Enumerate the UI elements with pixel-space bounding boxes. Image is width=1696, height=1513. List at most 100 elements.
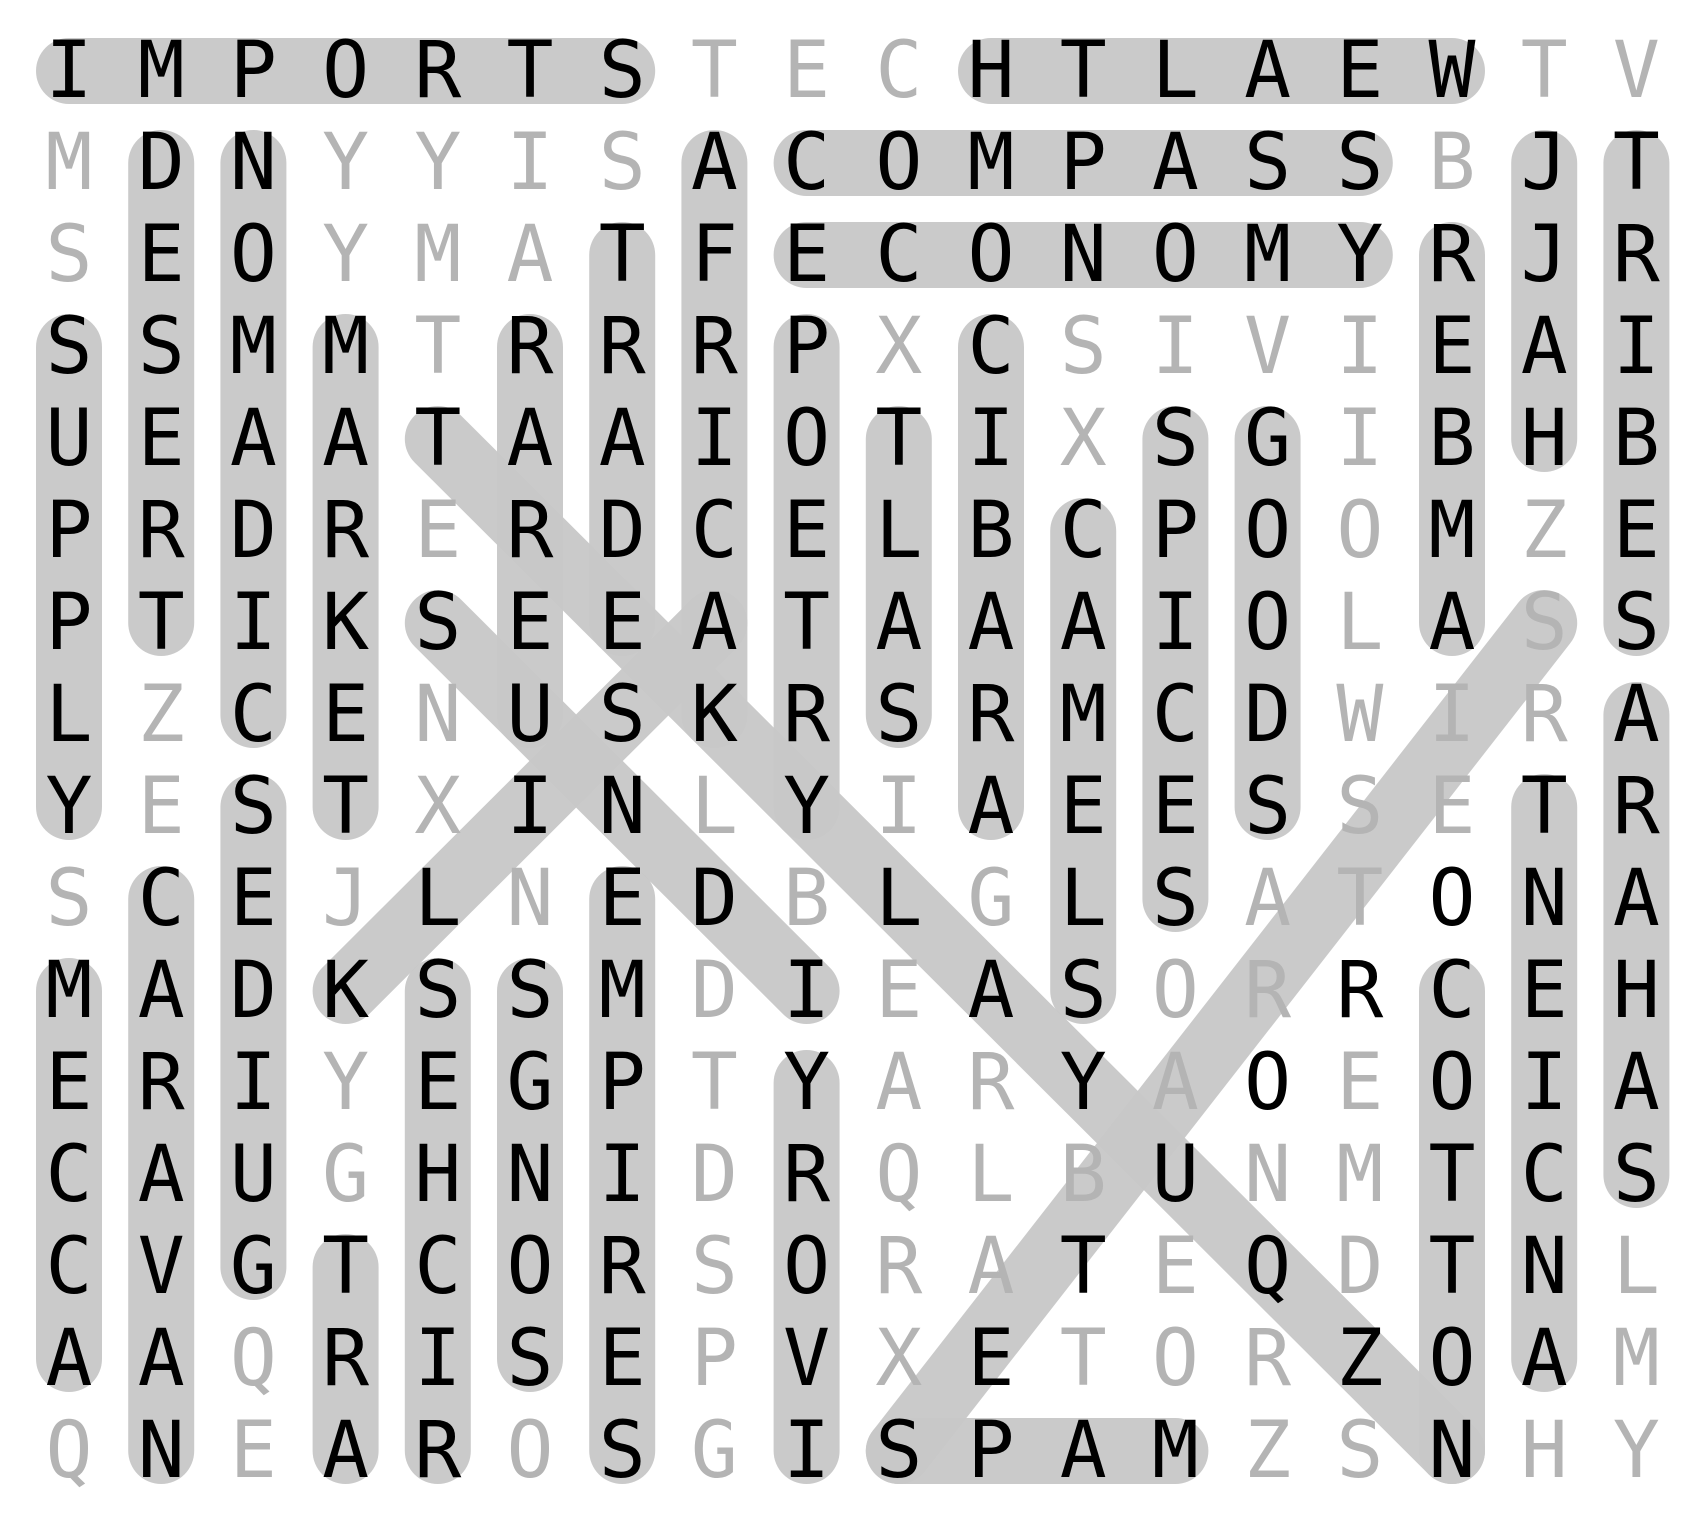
grid-letter-r7-c0[interactable]: L — [46, 670, 93, 760]
grid-letter-r5-c7[interactable]: C — [691, 486, 738, 576]
grid-letter-r12-c1[interactable]: A — [138, 1130, 185, 1220]
grid-letter-r7-c2[interactable]: C — [230, 670, 277, 760]
grid-letter-r3-c9[interactable]: X — [875, 302, 922, 392]
grid-letter-r12-c3[interactable]: G — [322, 1130, 369, 1220]
grid-letter-r10-c7[interactable]: D — [691, 946, 738, 1036]
grid-letter-r0-c0[interactable]: I — [46, 26, 93, 116]
grid-letter-r13-c8[interactable]: O — [783, 1222, 830, 1312]
grid-letter-r1-c16[interactable]: J — [1521, 118, 1568, 208]
grid-letter-r12-c16[interactable]: C — [1521, 1130, 1568, 1220]
grid-letter-r2-c4[interactable]: M — [414, 210, 461, 300]
grid-letter-r10-c9[interactable]: E — [875, 946, 922, 1036]
grid-letter-r13-c17[interactable]: L — [1613, 1222, 1660, 1312]
grid-letter-r10-c14[interactable]: R — [1336, 946, 1383, 1036]
grid-letter-r3-c4[interactable]: T — [414, 302, 461, 392]
grid-letter-r3-c14[interactable]: I — [1336, 302, 1383, 392]
grid-letter-r7-c7[interactable]: K — [691, 670, 738, 760]
grid-letter-r4-c10[interactable]: I — [968, 394, 1015, 484]
grid-letter-r7-c8[interactable]: R — [783, 670, 830, 760]
grid-letter-r9-c13[interactable]: A — [1244, 854, 1291, 944]
grid-letter-r2-c5[interactable]: A — [507, 210, 554, 300]
grid-letter-r6-c14[interactable]: L — [1336, 578, 1383, 668]
grid-letter-r9-c11[interactable]: L — [1060, 854, 1107, 944]
grid-letter-r0-c12[interactable]: L — [1152, 26, 1199, 116]
grid-letter-r2-c13[interactable]: M — [1244, 210, 1291, 300]
grid-letter-r14-c7[interactable]: P — [691, 1314, 738, 1404]
grid-letter-r3-c16[interactable]: A — [1521, 302, 1568, 392]
grid-letter-r11-c9[interactable]: A — [875, 1038, 922, 1128]
grid-letter-r14-c0[interactable]: A — [46, 1314, 93, 1404]
grid-letter-r14-c13[interactable]: R — [1244, 1314, 1291, 1404]
grid-letter-r8-c13[interactable]: S — [1244, 762, 1291, 852]
grid-letter-r3-c11[interactable]: S — [1060, 302, 1107, 392]
grid-letter-r9-c12[interactable]: S — [1152, 854, 1199, 944]
grid-letter-r10-c1[interactable]: A — [138, 946, 185, 1036]
grid-letter-r4-c2[interactable]: A — [230, 394, 277, 484]
grid-letter-r12-c7[interactable]: D — [691, 1130, 738, 1220]
grid-letter-r3-c3[interactable]: M — [322, 302, 369, 392]
grid-letter-r4-c5[interactable]: A — [507, 394, 554, 484]
grid-letter-r8-c9[interactable]: I — [875, 762, 922, 852]
grid-letter-r11-c5[interactable]: G — [507, 1038, 554, 1128]
grid-letter-r3-c17[interactable]: I — [1613, 302, 1660, 392]
grid-letter-r1-c0[interactable]: M — [46, 118, 93, 208]
grid-letter-r10-c10[interactable]: A — [968, 946, 1015, 1036]
grid-letter-r7-c12[interactable]: C — [1152, 670, 1199, 760]
grid-letter-r6-c5[interactable]: E — [507, 578, 554, 668]
grid-letter-r12-c8[interactable]: R — [783, 1130, 830, 1220]
grid-letter-r14-c3[interactable]: R — [322, 1314, 369, 1404]
grid-letter-r11-c13[interactable]: O — [1244, 1038, 1291, 1128]
grid-letter-r4-c17[interactable]: B — [1613, 394, 1660, 484]
grid-letter-r12-c9[interactable]: Q — [875, 1130, 922, 1220]
grid-letter-r0-c6[interactable]: S — [599, 26, 646, 116]
grid-letter-r12-c14[interactable]: M — [1336, 1130, 1383, 1220]
grid-letter-r13-c6[interactable]: R — [599, 1222, 646, 1312]
grid-letter-r6-c3[interactable]: K — [322, 578, 369, 668]
grid-letter-r14-c1[interactable]: A — [138, 1314, 185, 1404]
grid-letter-r13-c5[interactable]: O — [507, 1222, 554, 1312]
grid-letter-r9-c7[interactable]: D — [691, 854, 738, 944]
grid-letter-r15-c2[interactable]: E — [230, 1406, 277, 1496]
grid-letter-r12-c2[interactable]: U — [230, 1130, 277, 1220]
grid-letter-r11-c6[interactable]: P — [599, 1038, 646, 1128]
grid-letter-r15-c11[interactable]: A — [1060, 1406, 1107, 1496]
grid-letter-r4-c15[interactable]: B — [1429, 394, 1476, 484]
grid-letter-r3-c2[interactable]: M — [230, 302, 277, 392]
grid-letter-r10-c15[interactable]: C — [1429, 946, 1476, 1036]
grid-letter-r5-c10[interactable]: B — [968, 486, 1015, 576]
grid-letter-r6-c4[interactable]: S — [414, 578, 461, 668]
grid-letter-r5-c11[interactable]: C — [1060, 486, 1107, 576]
grid-letter-r2-c10[interactable]: O — [968, 210, 1015, 300]
grid-letter-r8-c5[interactable]: I — [507, 762, 554, 852]
grid-letter-r3-c8[interactable]: P — [783, 302, 830, 392]
grid-letter-r10-c8[interactable]: I — [783, 946, 830, 1036]
grid-letter-r2-c14[interactable]: Y — [1336, 210, 1383, 300]
grid-letter-r1-c4[interactable]: Y — [414, 118, 461, 208]
grid-letter-r13-c12[interactable]: E — [1152, 1222, 1199, 1312]
grid-letter-r1-c10[interactable]: M — [968, 118, 1015, 208]
grid-letter-r13-c15[interactable]: T — [1429, 1222, 1476, 1312]
grid-letter-r11-c17[interactable]: A — [1613, 1038, 1660, 1128]
grid-letter-r12-c12[interactable]: U — [1152, 1130, 1199, 1220]
grid-letter-r0-c13[interactable]: A — [1244, 26, 1291, 116]
grid-letter-r0-c14[interactable]: E — [1336, 26, 1383, 116]
grid-letter-r10-c11[interactable]: S — [1060, 946, 1107, 1036]
grid-letter-r12-c17[interactable]: S — [1613, 1130, 1660, 1220]
grid-letter-r0-c17[interactable]: V — [1613, 26, 1660, 116]
grid-letter-r2-c16[interactable]: J — [1521, 210, 1568, 300]
grid-letter-r9-c0[interactable]: S — [46, 854, 93, 944]
grid-letter-r5-c5[interactable]: R — [507, 486, 554, 576]
grid-letter-r9-c8[interactable]: B — [783, 854, 830, 944]
grid-letter-r2-c0[interactable]: S — [46, 210, 93, 300]
grid-letter-r13-c2[interactable]: G — [230, 1222, 277, 1312]
grid-letter-r5-c2[interactable]: D — [230, 486, 277, 576]
grid-letter-r11-c14[interactable]: E — [1336, 1038, 1383, 1128]
grid-letter-r6-c17[interactable]: S — [1613, 578, 1660, 668]
grid-letter-r0-c9[interactable]: C — [875, 26, 922, 116]
grid-letter-r8-c17[interactable]: R — [1613, 762, 1660, 852]
grid-letter-r5-c0[interactable]: P — [46, 486, 93, 576]
grid-letter-r1-c11[interactable]: P — [1060, 118, 1107, 208]
grid-letter-r10-c2[interactable]: D — [230, 946, 277, 1036]
grid-letter-r8-c1[interactable]: E — [138, 762, 185, 852]
grid-letter-r13-c3[interactable]: T — [322, 1222, 369, 1312]
